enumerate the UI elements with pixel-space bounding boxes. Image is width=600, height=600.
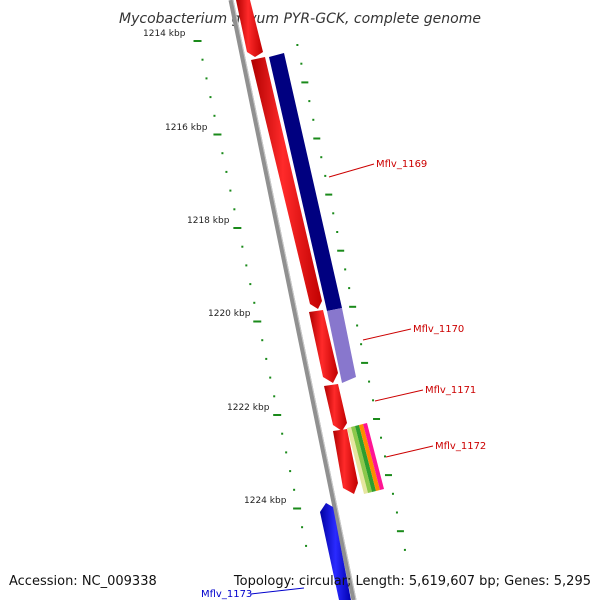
minor-tick [372,399,375,402]
minor-tick [249,283,252,286]
minor-tick [289,470,292,473]
major-tick [313,137,321,140]
gene-arrow-mflv-1169[interactable] [251,57,322,309]
minor-tick [344,268,347,271]
minor-tick [336,231,339,233]
minor-tick [312,118,315,121]
major-tick [233,227,242,229]
major-tick [293,507,302,510]
minor-tick [403,548,406,551]
gene-arrow-mflv-1172[interactable] [333,429,358,494]
tick-label-1218: 1218 kbp [187,216,230,226]
gene-label-mflv-1173[interactable]: Mflv_1173 [201,589,252,600]
tick-label-1224: 1224 kbp [244,496,287,506]
minor-tick [221,152,224,155]
minor-tick [320,156,323,159]
major-tick [384,474,392,477]
gene-arrow-mflv-1170[interactable] [309,310,338,383]
feature-block-dark[interactable] [269,53,342,311]
tick-label-1222: 1222 kbp [227,403,270,413]
feature-block-light[interactable] [327,308,356,383]
minor-tick [380,436,383,439]
tick-label-1214: 1214 kbp [143,29,186,39]
minor-tick [229,189,232,192]
major-tick [361,361,369,364]
minor-tick [391,492,394,495]
gene-label-mflv-1170[interactable]: Mflv_1170 [413,324,464,335]
major-tick [193,40,202,42]
minor-tick [305,544,308,547]
minor-tick [308,100,311,103]
major-tick [253,320,262,323]
major-tick [396,530,404,533]
callout-line-mflv-1172 [385,445,434,458]
genome-backbone-highlight [232,0,357,600]
callout-line-mflv-1170 [362,328,412,341]
major-tick [301,81,309,84]
gene-arrow-mflv-1173[interactable] [320,503,351,600]
genome-summary-text: Topology: circular; Length: 5,619,607 bp… [233,574,591,589]
kbp-tick-marks [193,40,406,551]
minor-tick [261,339,264,342]
gene-label-mflv-1169[interactable]: Mflv_1169 [376,159,427,170]
gene-arrow-mflv-1171[interactable] [324,384,347,431]
major-tick [213,133,222,136]
minor-tick [213,114,216,117]
major-tick [373,418,381,420]
minor-tick [225,170,228,173]
minor-tick [281,432,284,435]
minor-tick [356,324,359,327]
minor-tick [253,301,256,304]
minor-tick [332,212,335,215]
minor-tick [300,62,303,65]
accession-text: Accession: NC_009338 [9,574,157,589]
tick-label-1220: 1220 kbp [208,309,251,319]
minor-tick [241,245,244,248]
minor-tick [233,208,236,211]
minor-tick [384,455,387,458]
minor-tick [293,488,296,491]
callout-line-mflv-1173 [250,587,305,595]
gene-arrow-top[interactable] [236,0,263,57]
minor-tick [201,58,204,61]
minor-tick [360,343,363,346]
minor-tick [209,96,212,99]
major-tick [273,414,282,416]
genome-backbone [228,0,357,600]
gene-label-mflv-1171[interactable]: Mflv_1171 [425,385,476,396]
minor-tick [269,376,272,379]
major-tick [325,193,333,196]
gene-label-mflv-1172[interactable]: Mflv_1172 [435,441,486,452]
minor-tick [265,357,268,360]
minor-tick [368,380,371,383]
map-title: Mycobacterium gilvum PYR-GCK, complete g… [119,11,481,27]
minor-tick [205,77,208,80]
domain-stripes [347,423,384,494]
callout-line-mflv-1169 [328,163,375,178]
minor-tick [301,526,304,529]
minor-tick [285,451,288,454]
minor-tick [348,287,351,290]
major-tick [337,249,345,252]
minor-tick [395,511,398,514]
tick-label-1216: 1216 kbp [165,123,208,133]
minor-tick [324,174,327,177]
callout-line-mflv-1171 [374,389,424,402]
minor-tick [245,264,248,267]
minor-tick [296,44,299,46]
minor-tick [273,395,276,398]
major-tick [349,305,357,308]
